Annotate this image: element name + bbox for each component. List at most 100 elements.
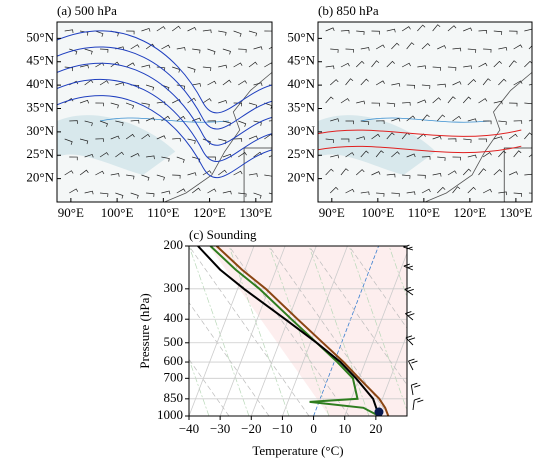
wind-barb [130, 192, 139, 199]
wind-barb [264, 62, 272, 68]
wind-barb [64, 138, 73, 145]
wind-barb [493, 60, 502, 68]
y-tick-label: 200 [164, 237, 184, 252]
wind-barb [176, 156, 185, 163]
wind-barb [110, 173, 120, 177]
wind-barb [513, 150, 522, 158]
wind-barb [437, 45, 447, 50]
wind-barb [141, 64, 151, 69]
wind-barb [437, 156, 446, 161]
x-tick-label: 100°E [362, 205, 395, 220]
wind-barb [115, 151, 124, 158]
wind-barb [360, 78, 369, 86]
wind-barb [146, 192, 155, 197]
wind-barb [360, 191, 370, 196]
wind-barb [410, 382, 421, 396]
wind-barb [345, 152, 355, 158]
adiabat [29, 246, 149, 416]
wind-barb [64, 66, 74, 72]
wind-barb [207, 80, 217, 86]
wind-barb [509, 30, 518, 35]
wind-barb [528, 119, 532, 122]
wind-barb [64, 29, 74, 34]
moist-adiabat [0, 246, 9, 416]
wind-barb [64, 170, 74, 176]
wind-barb [156, 26, 166, 32]
wind-barb [386, 102, 396, 107]
wind-barb [218, 169, 227, 176]
wind-barb [417, 65, 427, 69]
wind-barb [95, 138, 104, 142]
wind-barb [187, 172, 197, 176]
adiabat [189, 358, 230, 416]
wind-barb [386, 173, 396, 178]
land [57, 22, 272, 202]
wind-barb [437, 83, 446, 88]
contour [57, 78, 272, 162]
wind-barb [330, 154, 340, 159]
wind-barb [268, 46, 272, 50]
wind-barb [452, 81, 462, 86]
wind-barb [406, 84, 416, 89]
wind-barb [483, 120, 492, 125]
wind-barb [99, 152, 109, 158]
wind-barb [478, 62, 488, 68]
contour [57, 62, 272, 146]
wind-barb [391, 83, 401, 87]
wind-barb [401, 26, 411, 32]
adiabat [189, 302, 270, 416]
wind-barb [493, 169, 503, 176]
wind-barb [524, 102, 532, 107]
wind-barb [467, 154, 477, 159]
wind-barb [513, 120, 523, 124]
wind-barb [176, 188, 186, 194]
wind-barb [417, 174, 426, 179]
y-tick-label: 40°N [287, 76, 315, 91]
wind-barb [126, 174, 135, 180]
wind-barb [187, 26, 197, 32]
isotherm [282, 246, 348, 416]
contour [57, 95, 272, 179]
wind-barb [176, 115, 186, 122]
wind-barb [528, 45, 532, 50]
wind-barb [402, 174, 411, 179]
wind-barb [432, 97, 442, 104]
wind-barb [405, 311, 415, 321]
wind-barb [421, 43, 431, 50]
wind-barb [509, 102, 518, 107]
y-tick-label: 30°N [287, 123, 315, 138]
y-tick-label: 45°N [287, 53, 315, 68]
wind-barb [207, 156, 216, 161]
wind-barb [145, 117, 155, 122]
wind-barb [110, 61, 120, 68]
river [360, 117, 490, 123]
wind-barb [340, 30, 350, 34]
moist-adiabat [429, 246, 489, 416]
wind-barb [375, 44, 385, 50]
moist-adiabat [0, 246, 49, 416]
wind-barb [233, 138, 243, 142]
wind-barb [207, 48, 216, 55]
wind-barb [141, 133, 151, 140]
wind-barb [513, 192, 523, 197]
wind-barb [436, 186, 446, 194]
contour [318, 145, 522, 154]
y-tick-label: 700 [164, 369, 184, 384]
x-tick-label: −30 [210, 421, 230, 436]
y-tick-label: 300 [164, 280, 184, 295]
wind-barb [146, 155, 155, 160]
wind-barb [233, 102, 242, 107]
wind-barb [222, 79, 232, 86]
wind-barb [478, 168, 487, 176]
wind-barb [172, 174, 181, 179]
isotherm [219, 246, 286, 416]
wind-barb [115, 120, 124, 126]
wind-barb [406, 115, 416, 122]
x-tick-label: 130°E [239, 205, 272, 220]
wind-barb [69, 156, 78, 161]
wind-barb [421, 114, 430, 122]
y-tick-label: 20°N [26, 170, 54, 185]
wind-barb [115, 192, 124, 199]
wind-barb [95, 170, 105, 176]
